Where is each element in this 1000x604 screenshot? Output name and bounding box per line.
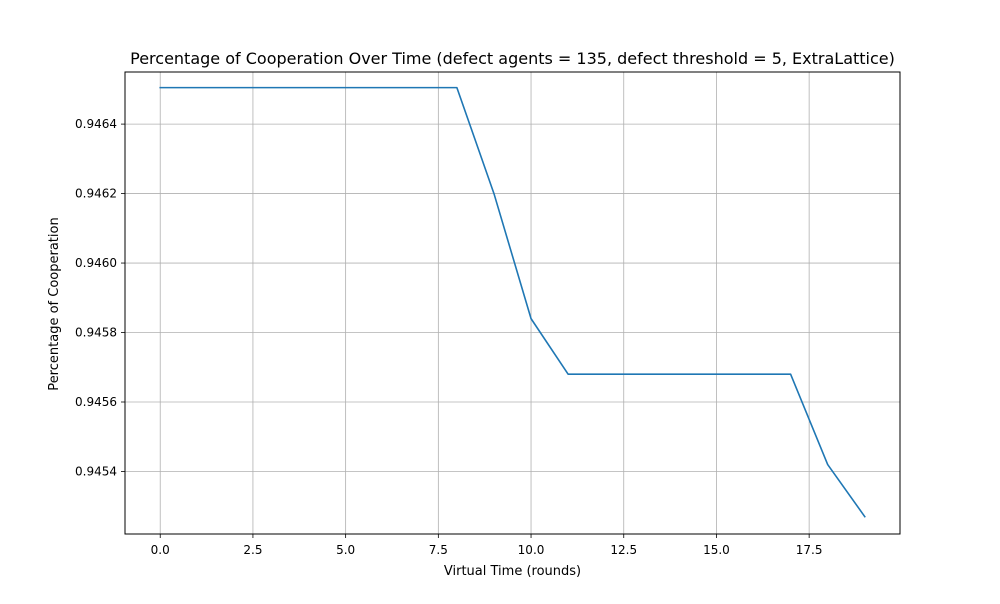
ticks: 0.0 2.5 5.0 7.5 10.0 12.5 15.0 17.5 0.9454 0.9456…	[75, 117, 823, 557]
x-tick-label: 0.0	[151, 543, 170, 557]
series-line-0	[159, 86, 866, 518]
y-tick-label: 0.9456	[75, 395, 117, 409]
series-layer	[159, 86, 866, 518]
x-tick-label: 7.5	[429, 543, 448, 557]
y-tick-label: 0.9454	[75, 464, 117, 478]
x-tick-label: 17.5	[796, 543, 823, 557]
x-tick-label: 12.5	[610, 543, 637, 557]
y-tick-label: 0.9462	[75, 187, 117, 201]
y-tick-label: 0.9460	[75, 256, 117, 270]
x-axis-label: Virtual Time (rounds)	[444, 564, 581, 579]
y-tick-label: 0.9458	[75, 326, 117, 340]
y-tick-label: 0.9464	[75, 117, 117, 131]
grid	[125, 72, 900, 534]
chart-title: Percentage of Cooperation Over Time (def…	[130, 49, 895, 68]
y-axis-label: Percentage of Cooperation	[47, 217, 62, 390]
x-tick-label: 10.0	[518, 543, 545, 557]
x-tick-label: 15.0	[703, 543, 730, 557]
plot-frame	[124, 71, 901, 535]
x-tick-label: 2.5	[243, 543, 262, 557]
x-tick-label: 5.0	[336, 543, 355, 557]
